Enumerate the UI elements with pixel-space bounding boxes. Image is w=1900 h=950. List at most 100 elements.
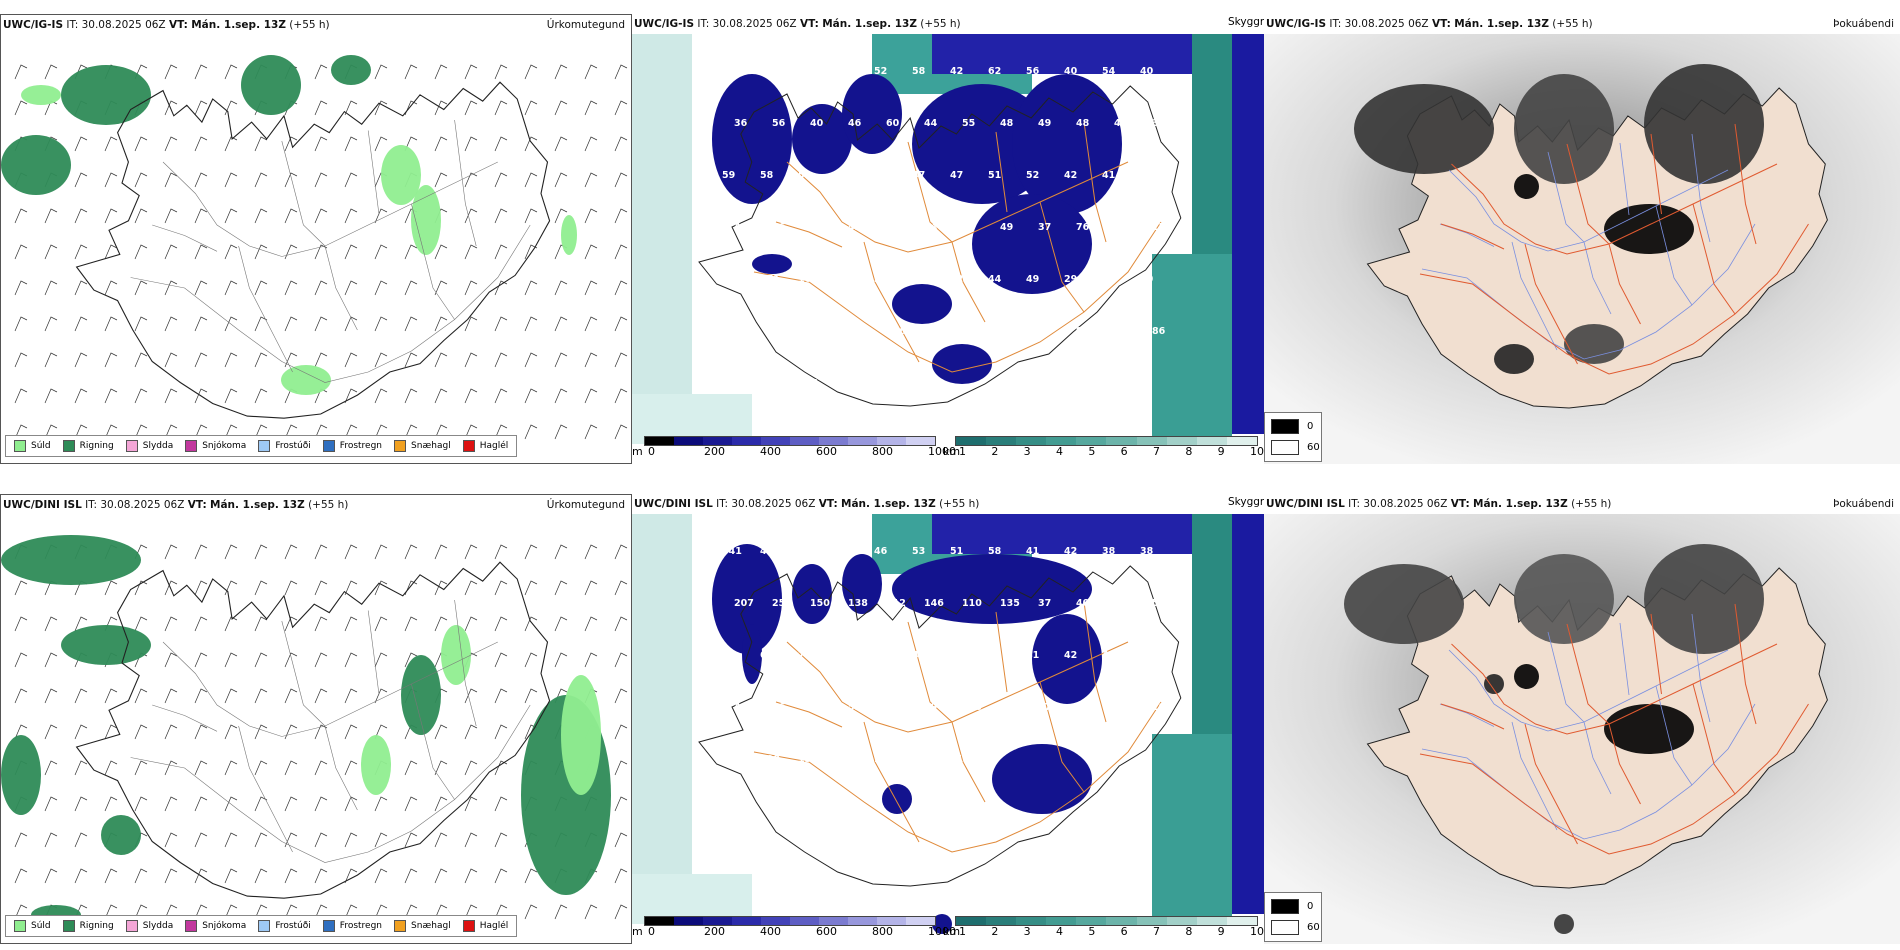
legend-label: Haglél: [479, 441, 509, 451]
cloud-base-value: 58: [760, 170, 774, 181]
wind-barb: [434, 244, 448, 260]
wind-barb: [554, 388, 568, 404]
colorbar-segment: [848, 437, 877, 445]
wind-barb: [374, 424, 388, 440]
colorbar-segment: [956, 917, 987, 925]
wind-barb: [314, 796, 328, 812]
wind-barb: [464, 424, 478, 440]
cloud-base-value: 59: [924, 702, 937, 713]
cloud-base-area: [892, 554, 1092, 624]
colorbar-unit: km: [943, 445, 961, 458]
wind-barb: [404, 796, 418, 812]
colorbar-tick: 4: [1056, 925, 1063, 938]
wind-barb: [494, 244, 508, 260]
wind-barb: [224, 136, 238, 152]
wind-barb: [524, 424, 538, 440]
cloud-base-value: 70: [798, 650, 812, 661]
colorbar-segment: [1016, 437, 1047, 445]
colorbar-tick: 600: [816, 445, 837, 458]
wind-barb: [614, 796, 628, 812]
wind-barb: [284, 796, 298, 812]
legend-item: Súld: [14, 440, 51, 452]
wind-barb: [194, 796, 208, 812]
wind-barb: [614, 688, 628, 704]
wind-barb: [464, 244, 478, 260]
wind-barb: [464, 688, 478, 704]
wind-barb: [224, 652, 238, 668]
cloud-base-value: 110: [962, 598, 982, 609]
fog-area: [1604, 704, 1694, 754]
colorbar-tick: 800: [872, 445, 893, 458]
wind-barb: [464, 832, 478, 848]
wind-barb: [314, 352, 328, 368]
cloud-base-value: 162: [798, 274, 818, 285]
wind-barb: [44, 760, 58, 776]
wind-barb: [224, 544, 238, 560]
cloud-base-value: 85: [886, 702, 899, 713]
wind-barb: [14, 208, 28, 224]
sea-visibility-area: [632, 394, 752, 444]
model-name: UWC/DINI ISL: [634, 498, 713, 510]
cloud-base-value: 95: [1000, 326, 1013, 337]
wind-barb: [374, 244, 388, 260]
wind-barb: [314, 832, 328, 848]
cloud-base-value: 40: [1140, 66, 1154, 77]
wind-barb: [374, 64, 388, 80]
colorbar-tick: 1: [959, 925, 966, 938]
cloud-base-value: 102: [1152, 702, 1172, 713]
colorbar-segment: [761, 437, 790, 445]
wind-barb: [74, 760, 88, 776]
wind-barb: [464, 580, 478, 596]
colorbar-segment: [986, 437, 1017, 445]
wind-barb: [164, 904, 178, 920]
cloud-base-value: 271: [760, 274, 780, 285]
wind-barb: [434, 64, 448, 80]
wind-barb: [14, 352, 28, 368]
fog-map-1: [1264, 34, 1900, 464]
wind-barb: [14, 904, 28, 920]
wind-barb: [104, 172, 118, 188]
wind-barb: [74, 388, 88, 404]
wind-barb: [254, 724, 268, 740]
wind-barb: [134, 904, 148, 920]
wind-barb: [74, 316, 88, 332]
wind-barb: [104, 244, 118, 260]
wind-barb: [164, 280, 178, 296]
wind-barb: [494, 424, 508, 440]
wind-barb: [584, 904, 598, 920]
cloud-map-1: 48 54 42 51 52 58 42 62 56 40 54 40 36 56 40 46 60 44 55 48…: [632, 34, 1264, 444]
vt-label: VT:: [168, 19, 188, 31]
wind-barb: [14, 316, 28, 332]
precip-area: [281, 365, 331, 395]
wind-barb: [584, 172, 598, 188]
wind-barb: [434, 424, 448, 440]
wind-barb: [14, 424, 28, 440]
wind-barb: [554, 172, 568, 188]
cloud-base-value: 43: [1102, 650, 1115, 661]
colorbar-tick: 2: [991, 445, 999, 458]
cloud-base-value: 111: [950, 754, 970, 765]
colorbar-segment: [1076, 437, 1107, 445]
cloud-base-value: 59: [722, 170, 735, 181]
legend-label: Súld: [31, 441, 51, 451]
wind-barb: [344, 424, 358, 440]
wind-barb: [584, 244, 598, 260]
cloud-base-area: [912, 84, 1052, 204]
lead-time: (+55 h): [308, 499, 349, 511]
wind-barb: [254, 580, 268, 596]
fog-legend-2: 0 60: [1264, 892, 1322, 942]
wind-barb: [404, 136, 418, 152]
colorbar-segment: [790, 437, 819, 445]
lead-time: (+55 h): [920, 18, 961, 30]
wind-barb: [254, 280, 268, 296]
fog-map-2: [1264, 514, 1900, 944]
cloud-base-value: 62: [988, 66, 1001, 77]
cloud-base-value: 53: [848, 702, 861, 713]
wind-barb: [44, 280, 58, 296]
wind-barb: [284, 904, 298, 920]
fog-area: [1494, 344, 1534, 374]
precip-area: [561, 215, 577, 255]
colorbar-segment: [1226, 437, 1257, 445]
wind-barb: [284, 652, 298, 668]
cloud-base-value: 35: [912, 274, 925, 285]
